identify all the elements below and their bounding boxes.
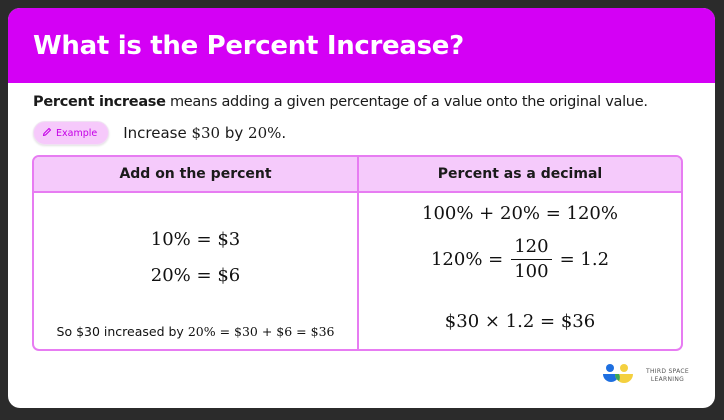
table-body-row: 10% = $3 20% = $6 So $30 increased by 20… [34,193,681,349]
definition-body: means adding a given percentage of a val… [165,94,648,110]
example-row: Example Increase $30 by 20%. [33,121,286,145]
conclusion-equation: 20% = $30 + $6 = $36 [187,324,335,339]
add-on-percent-cell: 10% = $3 20% = $6 So $30 increased by 20… [34,193,359,349]
header-percent-decimal: Percent as a decimal [437,166,603,182]
equation-sum-percent: 100% + 20% = 120% [422,203,618,224]
example-badge: Example [33,121,110,145]
conclusion-text: So $30 increased by 20% = $30 + $6 = $36 [34,324,357,339]
equation-10-percent: 10% = $3 [150,229,241,250]
equation-fraction: 120% = 120 100 = 1.2 [359,237,681,282]
prompt-prefix: Increase [123,124,192,142]
page-title: What is the Percent Increase? [33,30,464,61]
example-badge-label: Example [56,127,98,139]
methods-table: Add on the percent Percent as a decimal … [32,155,683,351]
definition-text: Percent increase means adding a given pe… [33,94,648,110]
logo-text: THIRD SPACE LEARNING [646,368,689,384]
logo-line-1: THIRD SPACE [646,368,689,376]
fraction: 120 100 [511,237,552,282]
logo-line-2: LEARNING [650,376,685,383]
fraction-rhs: = 1.2 [559,248,610,270]
fraction-denominator: 100 [514,260,549,282]
fraction-lhs: 120% = [430,248,504,270]
prompt-mid: by [220,124,249,142]
equation-20-percent: 20% = $6 [150,265,241,286]
equation-multiply: $30 × 1.2 = $36 [444,311,596,332]
prompt-suffix: . [281,124,287,142]
header-add-on-percent: Add on the percent [34,157,359,191]
definition-term: Percent increase [33,94,166,110]
title-bar: What is the Percent Increase? [8,8,715,83]
pencil-icon [42,127,52,140]
logo-mark-icon [602,363,636,389]
prompt-amount: $30 [191,124,221,142]
table-header-row: Add on the percent Percent as a decimal [34,157,681,193]
lesson-card: What is the Percent Increase? Percent in… [8,8,715,408]
percent-decimal-cell: 100% + 20% = 120% 120% = 120 100 = 1.2 $… [359,193,681,349]
prompt-percent: 20% [248,124,282,142]
fraction-numerator: 120 [511,237,552,260]
conclusion-prefix: So $30 increased by [56,324,188,339]
third-space-learning-logo: THIRD SPACE LEARNING [602,363,689,389]
example-prompt: Increase $30 by 20%. [123,124,286,142]
